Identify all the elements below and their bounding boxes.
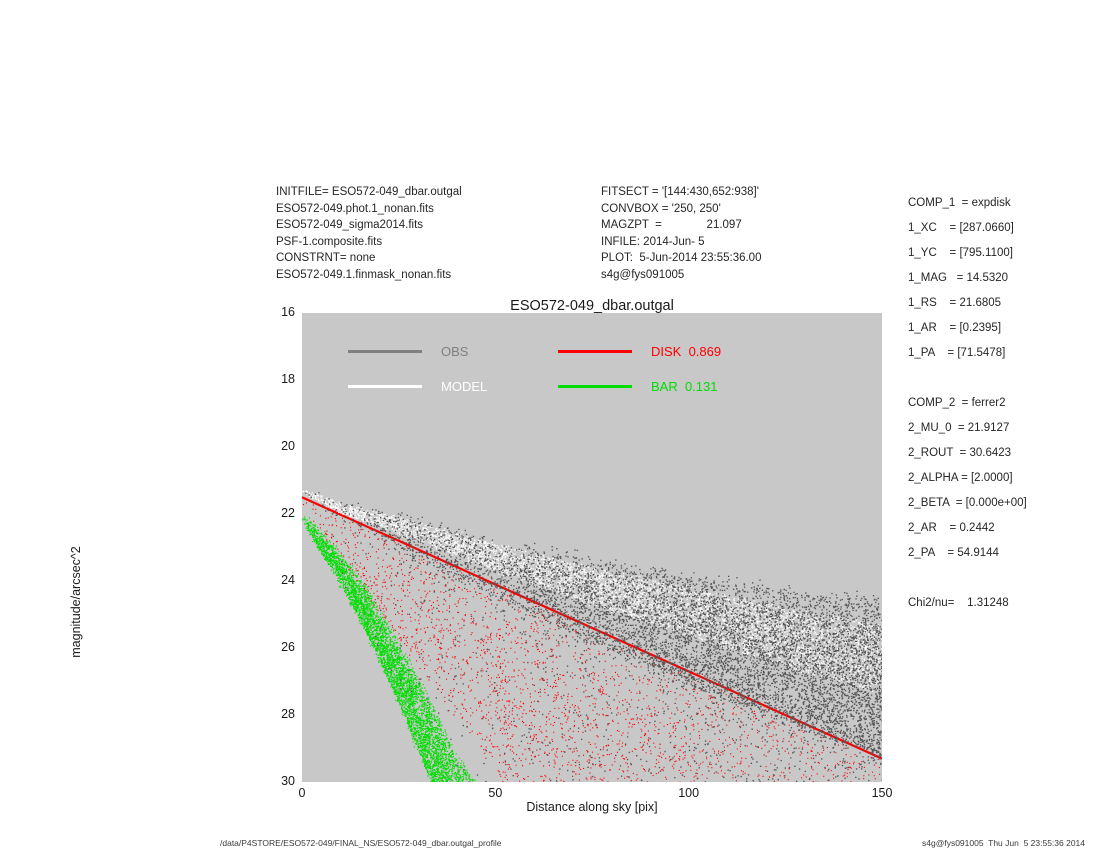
x-axis-label: Distance along sky [pix] xyxy=(526,800,658,814)
plot-area: OBS MODEL DISK 0.869 BAR 0.131 xyxy=(302,313,882,782)
x-tick-label: 50 xyxy=(488,786,503,800)
legend-item-disk: DISK 0.869 xyxy=(558,344,721,359)
header-initfile-block: INITFILE= ESO572-049_dbar.outgal ESO572-… xyxy=(276,186,462,281)
footer-path: /data/P4STORE/ESO572-049/FINAL_NS/ESO572… xyxy=(220,838,502,848)
y-tick-label: 20 xyxy=(281,439,295,453)
y-axis-ticks: 16 18 20 22 24 26 28 30 xyxy=(265,0,295,850)
series-bar xyxy=(302,516,476,782)
legend-swatch-disk xyxy=(558,350,632,353)
y-tick-label: 22 xyxy=(281,506,295,520)
legend-label-obs: OBS xyxy=(441,344,469,359)
legend-swatch-obs xyxy=(348,350,422,353)
legend-label-model: MODEL xyxy=(441,379,488,394)
legend-item-model: MODEL xyxy=(348,379,487,394)
legend-swatch-bar xyxy=(558,385,632,388)
series-model xyxy=(302,490,882,692)
header-fitsect-block: FITSECT = '[144:430,652:938]' CONVBOX = … xyxy=(601,186,762,281)
fit-parameter-block: COMP_1 = expdisk 1_XC = [287.0660] 1_YC … xyxy=(908,197,1027,609)
legend-label-bar: BAR 0.131 xyxy=(651,379,718,394)
y-axis-label: magnitude/arcsec^2 xyxy=(69,546,83,658)
y-tick-label: 28 xyxy=(281,707,295,721)
y-tick-label: 24 xyxy=(281,573,295,587)
x-tick-label: 100 xyxy=(678,786,700,800)
profile-scatter-canvas xyxy=(302,490,882,782)
legend-item-bar: BAR 0.131 xyxy=(558,379,718,394)
footer-timestamp: s4g@fys091005 Thu Jun 5 23:55:36 2014 xyxy=(922,838,1086,848)
x-tick-label: 150 xyxy=(871,786,893,800)
legend-item-obs: OBS xyxy=(348,344,468,359)
y-tick-label: 16 xyxy=(281,305,295,319)
legend-label-disk: DISK 0.869 xyxy=(651,344,722,359)
x-axis-ticks: 0 50 100 150 xyxy=(0,786,1100,806)
y-tick-label: 30 xyxy=(281,774,295,788)
plot-title: ESO572-049_dbar.outgal xyxy=(510,298,674,314)
y-tick-label: 26 xyxy=(281,640,295,654)
legend-swatch-model xyxy=(348,385,422,388)
x-tick-label: 0 xyxy=(298,786,306,800)
y-tick-label: 18 xyxy=(281,372,295,386)
